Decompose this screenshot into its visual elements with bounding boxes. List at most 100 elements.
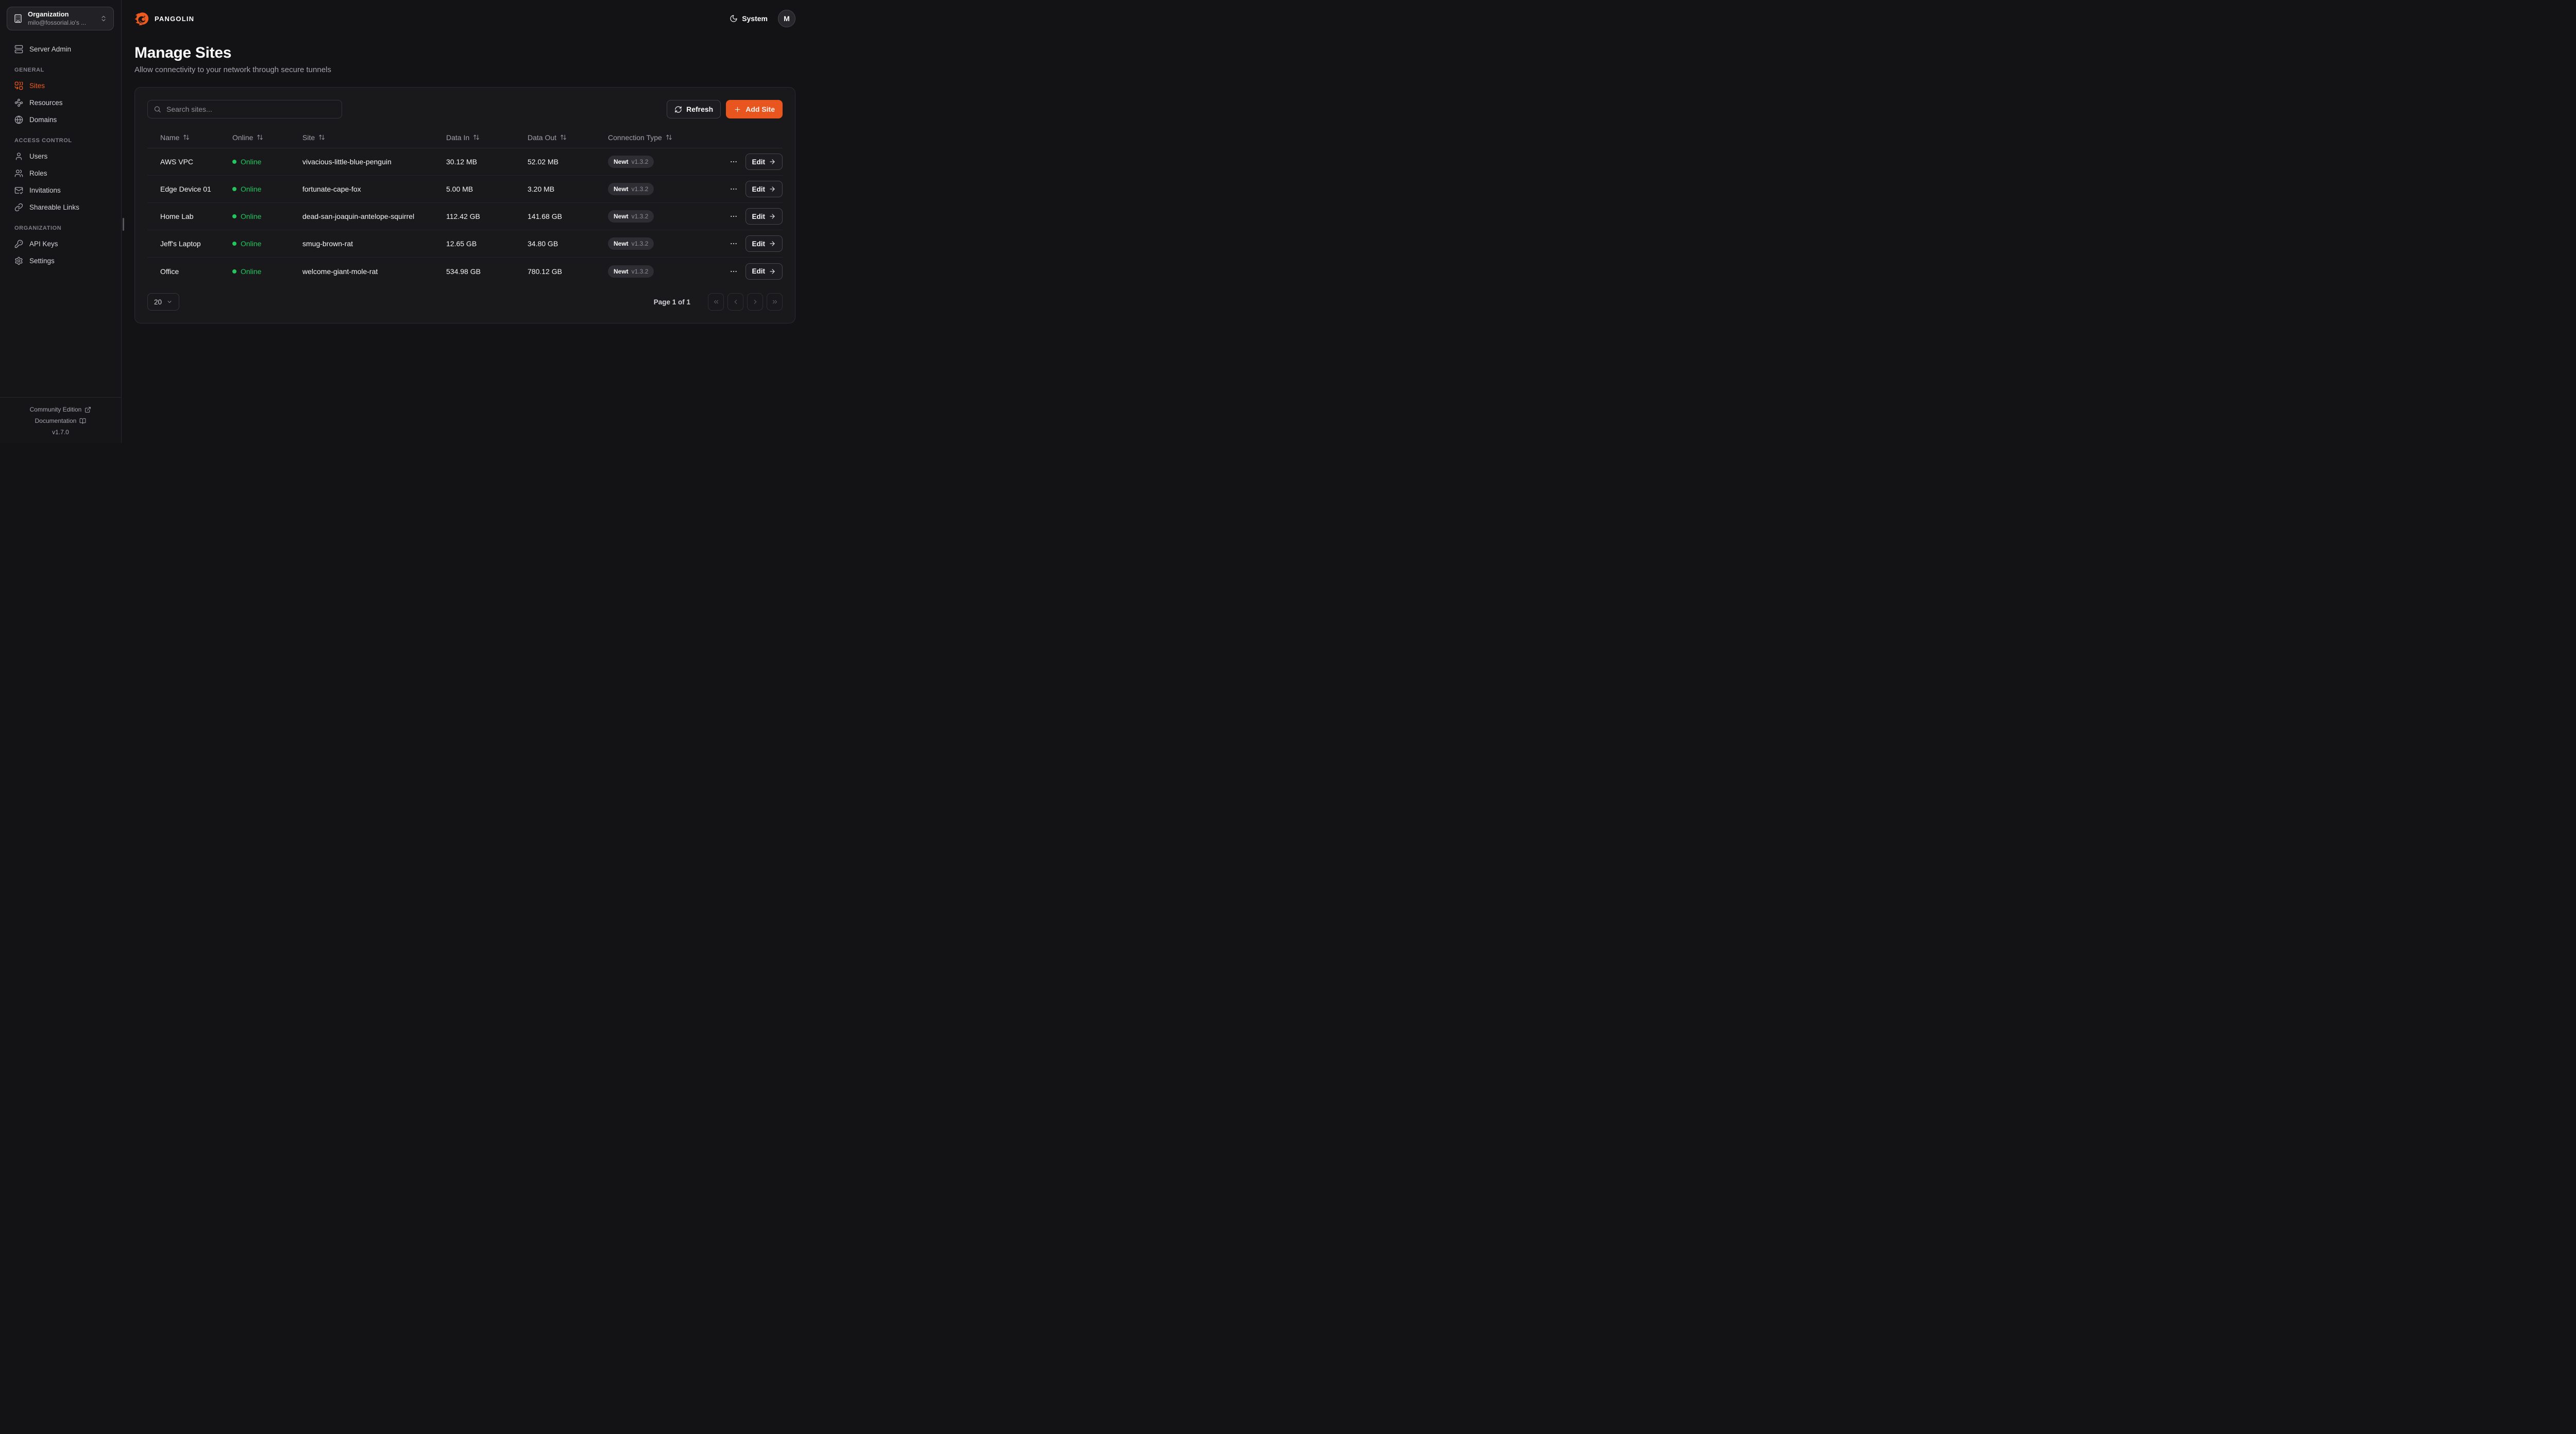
content: Manage Sites Allow connectivity to your … [122, 44, 808, 323]
table-footer: 20 Page 1 of 1 [147, 293, 783, 311]
sites-table: Name Online Site Data In [147, 127, 783, 285]
column-header-online[interactable]: Online [232, 133, 302, 142]
sidebar-item-settings[interactable]: Settings [0, 252, 121, 269]
ellipsis-icon [730, 240, 738, 248]
online-dot [232, 187, 236, 191]
search-input[interactable] [147, 100, 342, 118]
sidebar-item-sites[interactable]: Sites [0, 77, 121, 94]
brand-logo[interactable]: PANGOLIN [134, 11, 194, 26]
row-menu-button[interactable] [730, 158, 738, 166]
cell-site: smug-brown-rat [302, 240, 353, 248]
pager-label: Page 1 of 1 [653, 298, 690, 306]
cell-data-in: 12.65 GB [446, 240, 477, 248]
edit-button[interactable]: Edit [745, 235, 783, 252]
page-subtitle: Allow connectivity to your network throu… [134, 65, 331, 74]
documentation-label: Documentation [35, 417, 77, 424]
column-header-data-out[interactable]: Data Out [528, 133, 608, 142]
chevron-right-icon [752, 298, 759, 305]
sort-icon [560, 134, 567, 141]
sidebar-item-label: Shareable Links [29, 203, 79, 211]
prev-page-button[interactable] [727, 293, 743, 311]
chevron-down-icon [166, 299, 173, 305]
add-site-button[interactable]: Add Site [726, 100, 783, 118]
sidebar-item-resources[interactable]: Resources [0, 94, 121, 111]
row-menu-button[interactable] [730, 212, 738, 220]
sort-icon [318, 134, 325, 141]
arrow-right-icon [769, 158, 776, 165]
cell-connection-type: Newt v1.3.2 [608, 265, 727, 278]
community-edition-link[interactable]: Community Edition [0, 404, 121, 415]
online-dot [232, 242, 236, 246]
cell-online: Online [232, 267, 302, 276]
next-page-button[interactable] [747, 293, 763, 311]
edit-button[interactable]: Edit [745, 181, 783, 197]
sort-icon [183, 134, 190, 141]
sidebar-section-access-control: ACCESS CONTROL [14, 138, 72, 144]
main-area: PANGOLIN System M Manage Sites Allow con… [122, 0, 808, 443]
cell-name: Home Lab [160, 212, 194, 220]
refresh-icon [674, 106, 682, 113]
community-edition-label: Community Edition [29, 406, 82, 413]
sidebar-item-label: API Keys [29, 240, 58, 248]
org-selector[interactable]: Organization milo@fossorial.io's ... [7, 7, 114, 30]
refresh-button[interactable]: Refresh [667, 100, 721, 118]
column-header-site[interactable]: Site [302, 133, 446, 142]
refresh-label: Refresh [686, 105, 714, 113]
sidebar-item-label: Server Admin [29, 45, 72, 53]
moon-icon [730, 14, 738, 23]
sidebar-item-users[interactable]: Users [0, 148, 121, 165]
column-header-connection-type[interactable]: Connection Type [608, 133, 727, 142]
sidebar-item-api-keys[interactable]: API Keys [0, 235, 121, 252]
cell-site: welcome-giant-mole-rat [302, 267, 378, 276]
cell-data-in: 30.12 MB [446, 158, 477, 166]
cell-data-out: 3.20 MB [528, 185, 555, 193]
avatar[interactable]: M [778, 10, 795, 27]
column-header-data-in[interactable]: Data In [446, 133, 528, 142]
sort-icon [666, 134, 672, 141]
row-menu-button[interactable] [730, 185, 738, 193]
cell-name: Office [160, 267, 179, 276]
external-link-icon [84, 406, 91, 413]
cell-online: Online [232, 212, 302, 220]
sidebar-item-label: Domains [29, 116, 57, 124]
chevron-left-icon [732, 298, 739, 305]
row-menu-button[interactable] [730, 267, 738, 276]
cell-actions: Edit [727, 181, 783, 197]
cell-connection-type: Newt v1.3.2 [608, 237, 727, 250]
first-page-button[interactable] [708, 293, 724, 311]
sidebar-item-label: Settings [29, 257, 55, 265]
documentation-link[interactable]: Documentation [0, 415, 121, 426]
sidebar-item-roles[interactable]: Roles [0, 165, 121, 182]
scrollbar-thumb[interactable] [123, 218, 124, 231]
add-site-label: Add Site [745, 105, 775, 113]
sidebar-item-invitations[interactable]: Invitations [0, 182, 121, 199]
cell-data-out: 141.68 GB [528, 212, 562, 220]
sidebar-item-shareable-links[interactable]: Shareable Links [0, 199, 121, 216]
sidebar-item-domains[interactable]: Domains [0, 111, 121, 128]
connection-type-badge: Newt v1.3.2 [608, 265, 654, 278]
sidebar-nav: Server Admin GENERAL Sites Resources Dom… [0, 30, 121, 269]
cell-site: fortunate-cape-fox [302, 185, 361, 193]
last-page-button[interactable] [767, 293, 783, 311]
sidebar-item-label: Resources [29, 99, 63, 107]
globe-icon [14, 115, 23, 124]
cell-data-in: 534.98 GB [446, 267, 481, 276]
ellipsis-icon [730, 158, 738, 166]
column-header-name[interactable]: Name [147, 133, 232, 142]
arrow-right-icon [769, 213, 776, 220]
theme-toggle[interactable]: System [730, 14, 768, 23]
brand-name: PANGOLIN [155, 14, 195, 23]
arrow-right-icon [769, 268, 776, 275]
edit-button[interactable]: Edit [745, 208, 783, 225]
edit-button[interactable]: Edit [745, 263, 783, 280]
cell-online: Online [232, 158, 302, 166]
sidebar-item-server-admin[interactable]: Server Admin [0, 41, 121, 58]
row-menu-button[interactable] [730, 240, 738, 248]
cell-data-in: 5.00 MB [446, 185, 473, 193]
users-icon [14, 169, 23, 178]
cell-actions: Edit [727, 235, 783, 252]
cell-actions: Edit [727, 208, 783, 225]
edit-button[interactable]: Edit [745, 153, 783, 170]
page-size-select[interactable]: 20 [147, 293, 179, 311]
sidebar-section-organization: ORGANIZATION [14, 225, 62, 231]
